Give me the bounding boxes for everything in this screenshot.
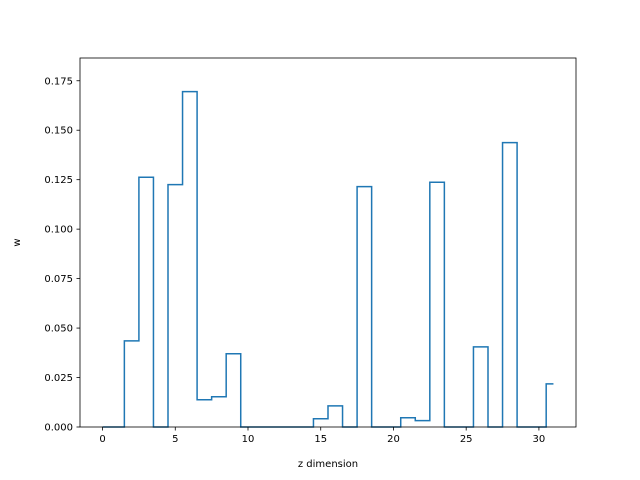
x-tick-label: 30	[533, 434, 546, 445]
x-axis-label: z dimension	[298, 459, 358, 470]
y-tick-label: 0.000	[44, 423, 73, 434]
y-tick-label: 0.100	[44, 225, 73, 236]
y-tick-label: 0.050	[44, 324, 73, 335]
y-tick-label: 0.025	[44, 373, 73, 384]
series-step-line	[102, 90, 554, 428]
x-tick-label: 10	[242, 434, 255, 445]
y-axis-label: w	[12, 238, 23, 246]
y-tick-label: 0.175	[44, 76, 73, 87]
y-axis: 0.000 0.025 0.050 0.075 0.100 0.125 0.150 0.175	[44, 76, 80, 434]
y-tick-label: 0.075	[44, 274, 73, 285]
y-tick-label: 0.150	[44, 126, 73, 137]
x-tick-label: 20	[387, 434, 400, 445]
x-tick-label: 25	[460, 434, 473, 445]
axes-frame	[79, 57, 577, 428]
x-tick-label: 0	[99, 434, 105, 445]
y-tick-label: 0.125	[44, 175, 73, 186]
x-tick-label: 15	[314, 434, 327, 445]
plot-area	[79, 57, 577, 428]
x-tick-label: 5	[172, 434, 178, 445]
x-axis: 0 5 10 15 20 25 30	[99, 427, 545, 445]
